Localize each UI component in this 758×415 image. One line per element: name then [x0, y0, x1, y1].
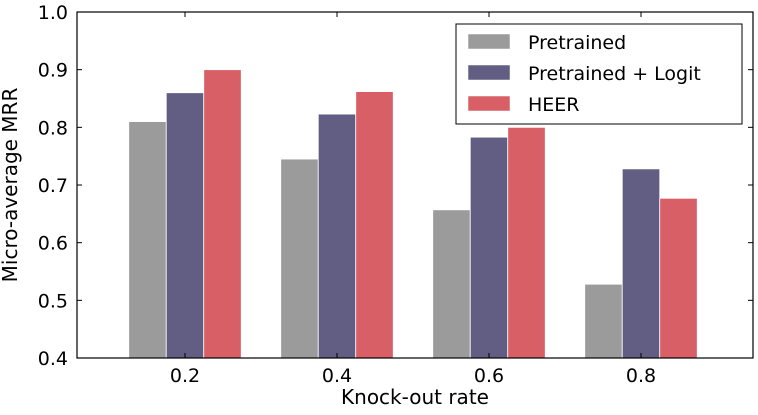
bar-pretrained-0.4 — [280, 158, 319, 359]
y-tick-label: 0.5 — [38, 290, 68, 312]
bar-heer-0.2 — [203, 69, 242, 359]
bar-pretrained-0.2 — [128, 121, 167, 359]
legend-swatch-pretrained — [467, 33, 511, 50]
x-tick-label: 0.6 — [474, 365, 504, 387]
y-tick-label: 1.0 — [38, 2, 68, 24]
bar-pretrained-logit-0.6 — [469, 136, 509, 359]
y-tick-label: 0.4 — [38, 348, 68, 370]
bar-heer-0.8 — [659, 197, 698, 359]
y-tick-label: 0.6 — [38, 233, 68, 255]
x-tick-label: 0.2 — [170, 365, 200, 387]
bar-heer-0.4 — [355, 91, 394, 359]
bar-heer-0.6 — [507, 126, 546, 359]
x-tick-label: 0.4 — [322, 365, 352, 387]
bar-pretrained-logit-0.4 — [317, 113, 357, 359]
bar-pretrained-0.6 — [432, 209, 471, 359]
x-axis-label: Knock-out rate — [341, 385, 489, 409]
legend-swatch-pretrained-logit — [467, 64, 511, 81]
legend-swatch-heer — [467, 95, 511, 112]
legend-label-pretrained: Pretrained — [528, 32, 626, 54]
bar-pretrained-0.8 — [584, 283, 623, 359]
x-tick-label: 0.8 — [626, 365, 656, 387]
bar-pretrained-logit-0.8 — [621, 168, 661, 359]
y-tick-label: 0.9 — [38, 60, 68, 82]
bar-pretrained-logit-0.2 — [165, 92, 205, 359]
ticks-layer: 0.4 0.5 0.6 0.7 0.8 0.9 1.0 0.2 0.4 0.6 0.8 — [38, 2, 753, 387]
y-axis-label: Micro-average MRR — [0, 88, 22, 283]
y-tick-label: 0.8 — [38, 117, 68, 139]
legend-label-pretrained-logit: Pretrained + Logit — [528, 63, 701, 85]
legend-label-heer: HEER — [528, 94, 580, 116]
y-tick-label: 0.7 — [38, 175, 68, 197]
bars-layer — [128, 69, 698, 359]
legend: Pretrained Pretrained + Logit HEER — [455, 23, 743, 125]
